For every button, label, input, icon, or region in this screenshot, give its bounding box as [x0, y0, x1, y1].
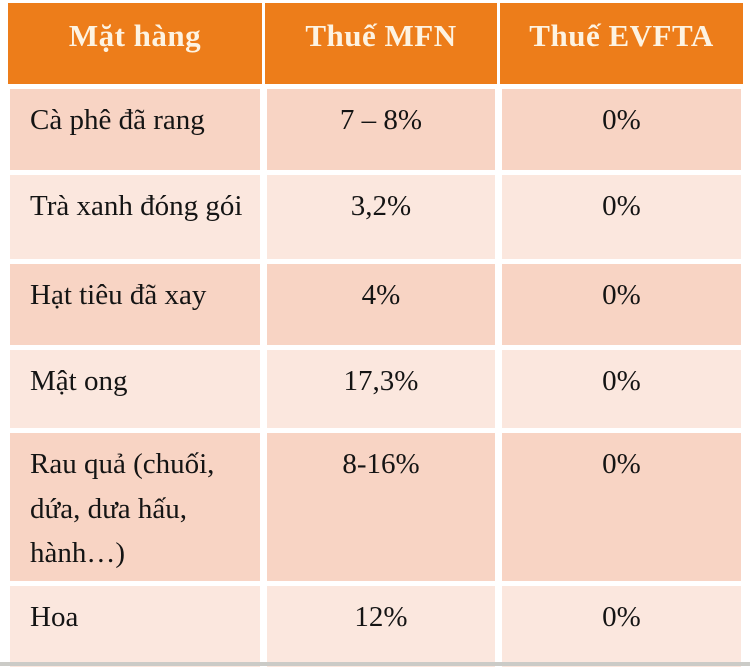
cell-evfta-honey: 0% [502, 350, 741, 428]
cell-evfta-pepper: 0% [502, 264, 741, 345]
cell-evfta-fruits: 0% [502, 433, 741, 581]
cell-mfn-coffee: 7 – 8% [267, 89, 495, 170]
cell-item-flowers: Hoa [10, 586, 260, 667]
tariff-table: Mặt hàng Thuế MFN Thuế EVFTA Cà phê đã r… [8, 3, 743, 667]
cell-item-fruits: Rau quả (chuối, dứa, dưa hấu, hành…) [10, 433, 260, 581]
bottom-edge-divider [0, 662, 750, 666]
cell-item-tea: Trà xanh đóng gói [10, 175, 260, 259]
cell-mfn-honey: 17,3% [267, 350, 495, 428]
cell-mfn-flowers: 12% [267, 586, 495, 667]
cell-mfn-fruits: 8-16% [267, 433, 495, 581]
header-cell-item: Mặt hàng [8, 3, 262, 84]
cell-evfta-flowers: 0% [502, 586, 741, 667]
cell-item-coffee: Cà phê đã rang [10, 89, 260, 170]
cell-item-pepper: Hạt tiêu đã xay [10, 264, 260, 345]
cell-mfn-tea: 3,2% [267, 175, 495, 259]
cell-evfta-coffee: 0% [502, 89, 741, 170]
cell-evfta-tea: 0% [502, 175, 741, 259]
header-cell-mfn: Thuế MFN [265, 3, 497, 84]
cell-mfn-pepper: 4% [267, 264, 495, 345]
cell-item-honey: Mật ong [10, 350, 260, 428]
header-cell-evfta: Thuế EVFTA [500, 3, 743, 84]
